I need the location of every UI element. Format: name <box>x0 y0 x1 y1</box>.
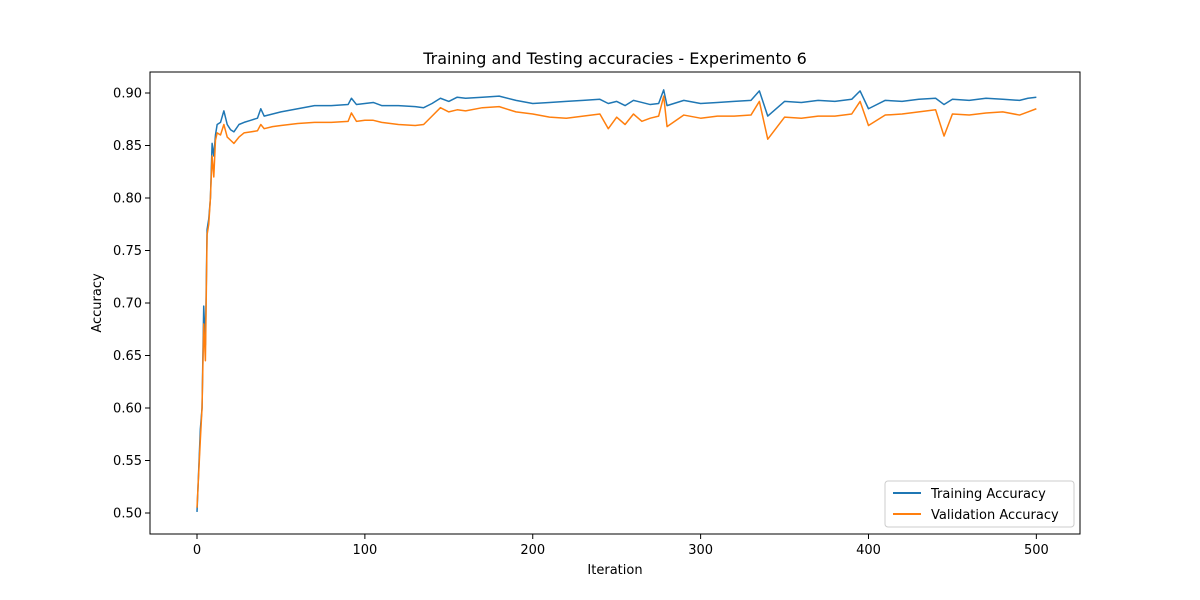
y-tick-label: 0.85 <box>113 139 142 154</box>
x-tick-label: 500 <box>1024 543 1049 558</box>
y-tick-label: 0.60 <box>113 402 142 417</box>
series-line-training <box>196 89 1037 512</box>
plot-frame <box>149 71 1081 535</box>
y-tick-label: 0.75 <box>113 244 142 259</box>
x-axis-ticks: 0 100 200 300 400 500 <box>193 534 1049 558</box>
y-tick-label: 0.70 <box>113 297 142 312</box>
legend: Training Accuracy Validation Accuracy <box>884 480 1075 528</box>
y-tick-label: 0.65 <box>113 349 142 364</box>
x-tick-label: 100 <box>352 543 377 558</box>
y-tick-label: 0.90 <box>113 87 142 102</box>
x-tick-label: 0 <box>193 543 201 558</box>
y-axis-label: Accuracy <box>90 273 105 333</box>
x-tick-label: 300 <box>688 543 713 558</box>
legend-label-training: Training Accuracy <box>930 487 1046 502</box>
y-tick-label: 0.55 <box>113 454 142 469</box>
x-tick-label: 400 <box>856 543 881 558</box>
x-tick-label: 200 <box>520 543 545 558</box>
x-axis-label: Iteration <box>587 563 642 578</box>
y-tick-label: 0.80 <box>113 192 142 207</box>
series-layer <box>196 89 1037 512</box>
legend-label-validation: Validation Accuracy <box>931 508 1059 523</box>
y-axis-ticks: 0.50 0.55 0.60 0.65 0.70 0.75 0.80 0.85 0.90 <box>113 87 150 522</box>
legend-box <box>884 480 1075 528</box>
y-tick-label: 0.50 <box>113 507 142 522</box>
series-line-validation <box>196 95 1037 508</box>
chart-title: Training and Testing accuracies - Experi… <box>422 49 807 68</box>
